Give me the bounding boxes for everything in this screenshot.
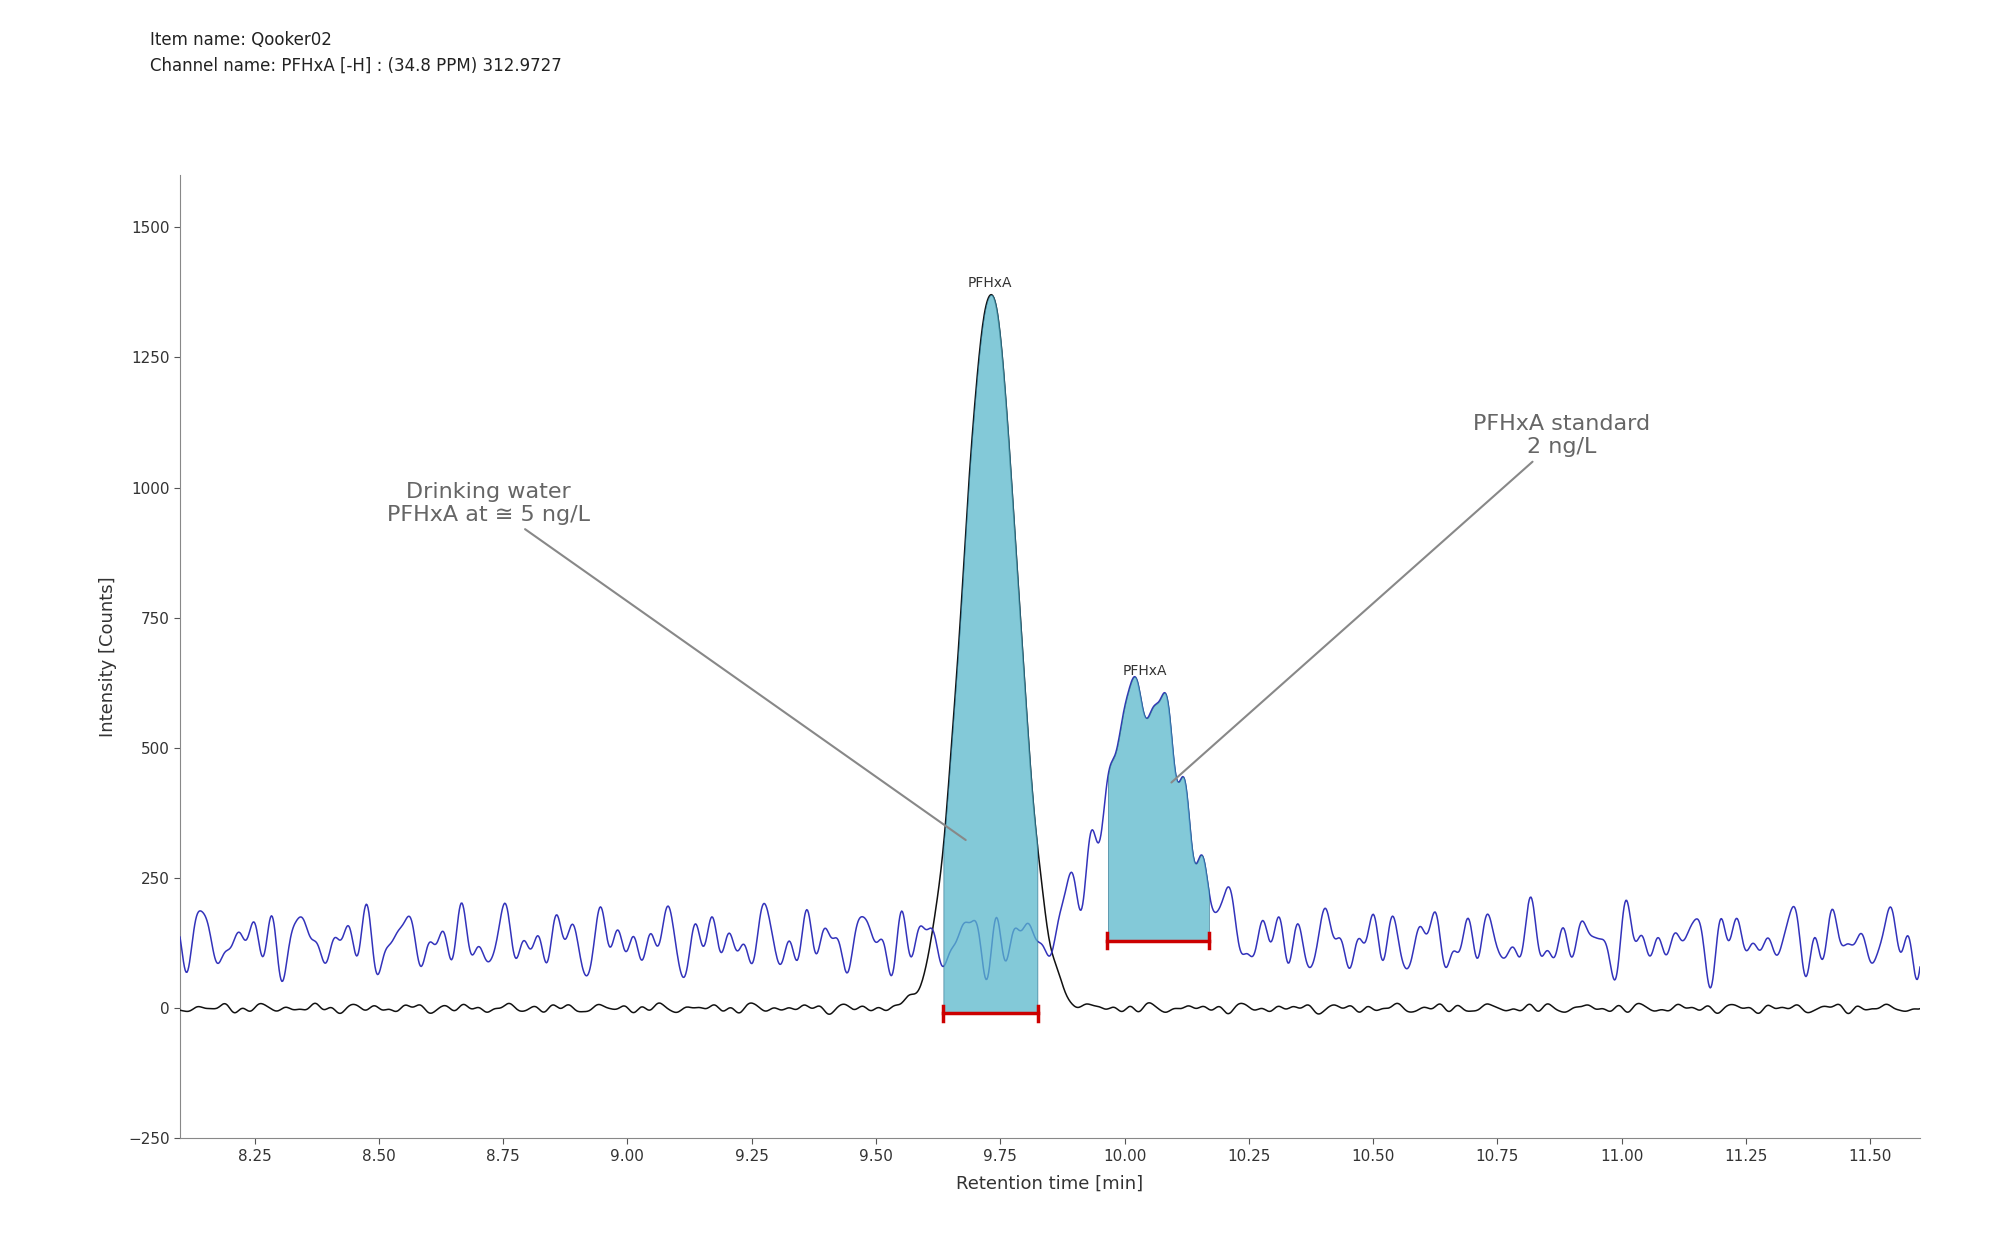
Y-axis label: Intensity [Counts]: Intensity [Counts] <box>98 577 116 737</box>
Text: Item name: Qooker02: Item name: Qooker02 <box>150 31 332 49</box>
Text: Drinking water
PFHxA at ≅ 5 ng/L: Drinking water PFHxA at ≅ 5 ng/L <box>386 482 966 839</box>
Text: PFHxA standard
2 ng/L: PFHxA standard 2 ng/L <box>1172 414 1650 782</box>
X-axis label: Retention time [min]: Retention time [min] <box>956 1175 1144 1193</box>
Text: PFHxA: PFHxA <box>1122 663 1166 678</box>
Text: Channel name: PFHxA [-H] : (34.8 PPM) 312.9727: Channel name: PFHxA [-H] : (34.8 PPM) 31… <box>150 56 562 74</box>
Text: PFHxA: PFHxA <box>968 275 1012 290</box>
